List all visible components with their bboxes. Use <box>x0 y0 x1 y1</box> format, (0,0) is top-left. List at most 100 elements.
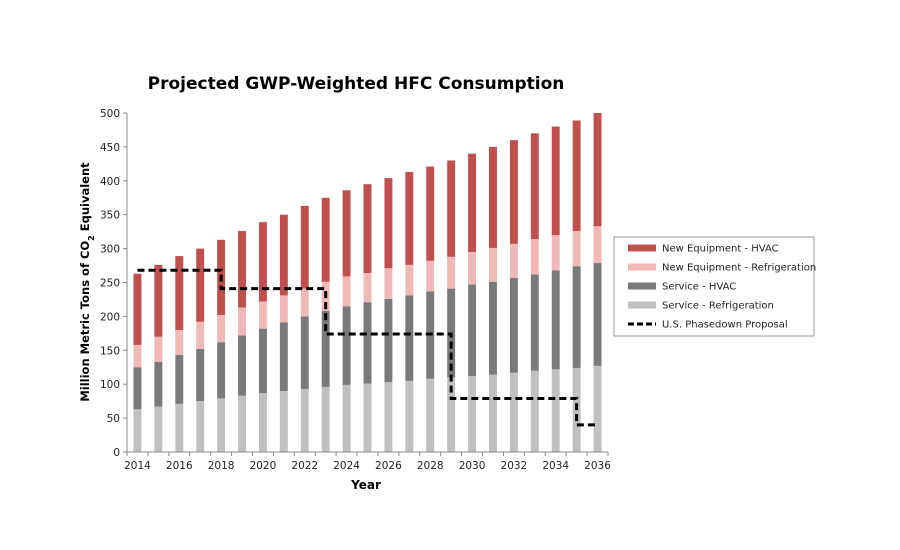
bar-segment-3 <box>405 264 414 296</box>
bar-segment-4 <box>551 126 560 236</box>
legend-label: Service - Refrigeration <box>662 301 774 312</box>
bar-segment-4 <box>279 214 288 296</box>
bar-segment-1 <box>530 370 539 452</box>
x-tick-label: 2026 <box>375 460 402 472</box>
bar-segment-4 <box>426 166 435 261</box>
bar-segment-2 <box>572 266 581 368</box>
bar-segment-3 <box>447 256 456 289</box>
y-axis-label: Million Metric Tons of CO2 Equivalent <box>78 162 96 402</box>
bar-segment-4 <box>321 197 330 282</box>
bar-segment-2 <box>363 302 372 384</box>
bar-segment-2 <box>384 298 393 383</box>
bar-segment-1 <box>217 398 226 452</box>
bar-segment-3 <box>593 226 602 263</box>
x-tick-label: 2028 <box>417 460 444 472</box>
bar-segment-1 <box>384 382 393 452</box>
x-tick-label: 2020 <box>250 460 277 472</box>
bar-segment-2 <box>489 281 497 375</box>
bar-segment-2 <box>196 348 205 402</box>
bar-segment-4 <box>593 113 602 227</box>
bar-segment-4 <box>489 146 497 248</box>
bar-segment-3 <box>363 273 372 303</box>
y-tick-label: 350 <box>100 210 120 222</box>
bar-segment-1 <box>551 369 560 452</box>
bar-segment-4 <box>154 264 163 337</box>
bar-segment-1 <box>133 409 142 452</box>
bar-segment-3 <box>551 235 560 271</box>
legend-label: U.S. Phasedown Proposal <box>662 320 788 331</box>
bar-segment-2 <box>405 295 414 381</box>
bar-segment-4 <box>196 248 205 322</box>
bar-segment-1 <box>593 365 602 452</box>
bar-segment-2 <box>530 274 539 371</box>
bar-segment-3 <box>300 288 309 317</box>
x-tick-label: 2014 <box>124 460 151 472</box>
bar-segment-1 <box>279 390 288 452</box>
bar-segment-4 <box>572 120 581 231</box>
bar-segment-3 <box>133 344 142 368</box>
legend-label: New Equipment - HVAC <box>662 244 779 255</box>
y-tick-label: 250 <box>100 278 120 290</box>
x-tick-label: 2016 <box>166 460 193 472</box>
bar-segment-2 <box>154 361 163 407</box>
y-tick-label: 400 <box>100 176 120 188</box>
bar-segment-1 <box>509 372 518 452</box>
y-tick-label: 200 <box>100 311 120 323</box>
bar-segment-1 <box>196 401 205 452</box>
phasedown-line <box>137 268 598 427</box>
bar-segment-2 <box>175 355 184 404</box>
bar-segment-3 <box>258 301 267 329</box>
x-tick-label: 2024 <box>333 460 360 472</box>
bar-segment-2 <box>258 328 267 394</box>
bar-segment-4 <box>468 153 477 252</box>
legend-label: Service - HVAC <box>662 282 736 293</box>
bar-segment-2 <box>342 306 351 385</box>
bar-segment-3 <box>154 336 163 362</box>
bar-segment-2 <box>133 367 142 410</box>
bar-segment-3 <box>217 315 226 343</box>
x-tick-label: 2032 <box>501 460 528 472</box>
y-tick-label: 50 <box>107 413 120 425</box>
bar-segment-3 <box>196 321 205 349</box>
bar-segment-1 <box>321 386 330 452</box>
bar-segment-3 <box>279 295 288 323</box>
legend-swatch <box>628 263 656 271</box>
x-tick-label: 2030 <box>459 460 486 472</box>
legend: New Equipment - HVAC New Equipment - Refr… <box>613 236 816 337</box>
bar-segment-2 <box>279 322 288 391</box>
bar-segment-1 <box>426 378 435 452</box>
x-tick-label: 2018 <box>208 460 235 472</box>
bar-segment-4 <box>300 205 309 289</box>
bar-segment-1 <box>489 374 497 452</box>
bar-segment-2 <box>509 277 518 373</box>
y-tick-label: 300 <box>100 244 120 256</box>
bar-segment-3 <box>384 268 393 299</box>
bar-segment-1 <box>363 383 372 452</box>
bar-segment-1 <box>447 377 456 452</box>
bar-segment-3 <box>342 276 351 307</box>
chart-title: Projected GWP-Weighted HFC Consumption <box>148 74 565 94</box>
bar-segment-3 <box>509 243 518 278</box>
bar-segment-1 <box>175 403 184 452</box>
bar-segment-2 <box>468 284 477 377</box>
bar-segment-1 <box>300 388 309 452</box>
bar-segment-3 <box>489 247 497 282</box>
bar-segment-3 <box>426 260 435 292</box>
bar-segment-2 <box>217 342 226 399</box>
legend-swatch <box>628 244 656 252</box>
bar-segment-4 <box>384 178 393 269</box>
legend-swatch <box>628 282 656 290</box>
bar-segment-2 <box>593 262 602 366</box>
bar-segment-2 <box>300 316 309 389</box>
bar-segment-4 <box>133 273 142 345</box>
bar-segment-4 <box>447 160 456 257</box>
bar-segment-1 <box>468 376 477 452</box>
bar-segment-4 <box>530 133 539 240</box>
x-tick-label: 2034 <box>542 460 569 472</box>
bar-segment-3 <box>238 307 246 336</box>
bar-segment-4 <box>509 140 518 244</box>
bar-segment-2 <box>321 310 330 387</box>
bar-segment-4 <box>238 230 246 308</box>
